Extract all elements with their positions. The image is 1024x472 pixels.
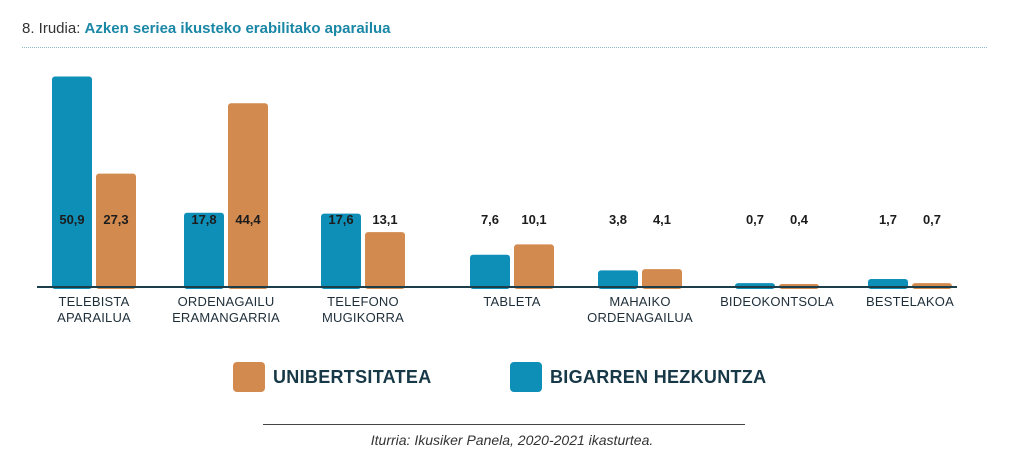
legend-swatch-unibertsitatea xyxy=(233,362,265,392)
category-label-1-1: ERAMANGARRIA xyxy=(172,310,280,325)
bar-unibertsitatea-3 xyxy=(514,244,554,289)
category-label-0-0: TELEBISTA xyxy=(59,294,130,309)
figure-title: Azken seriea ikusteko erabilitako aparai… xyxy=(84,20,391,37)
bar-bigarren-4 xyxy=(598,270,638,289)
value-labels-group: 50,9 27,3 17,8 44,4 17,6 13,1 7,6 10,1 3,8 4,1 0,7… xyxy=(59,212,941,227)
value-label-bigarren-6: 1,7 xyxy=(879,212,897,227)
value-label-unibertsitatea-6: 0,7 xyxy=(923,212,941,227)
category-label-2-0: TELEFONO xyxy=(327,294,399,309)
category-label-4-1: ORDENAGAILUA xyxy=(587,310,693,325)
legend-bigarren: BIGARREN HEZKUNTZA xyxy=(510,362,766,392)
category-label-5-0: BIDEOKONTSOLA xyxy=(720,294,834,309)
category-label-4-0: MAHAIKO xyxy=(609,294,670,309)
legend-unibertsitatea: UNIBERTSITATEA xyxy=(233,362,432,392)
value-label-unibertsitatea-4: 4,1 xyxy=(653,212,671,227)
value-label-bigarren-2: 17,6 xyxy=(328,212,353,227)
bar-unibertsitatea-4 xyxy=(642,269,682,289)
figure-number: 8. Irudia: xyxy=(22,20,81,37)
bar-chart: 50,9 27,3 17,8 44,4 17,6 13,1 7,6 10,1 3,8 4,1 0,7… xyxy=(37,76,957,325)
value-label-unibertsitatea-2: 13,1 xyxy=(372,212,397,227)
bar-unibertsitatea-0 xyxy=(96,173,136,289)
value-label-bigarren-4: 3,8 xyxy=(609,212,627,227)
category-label-1-0: ORDENAGAILU xyxy=(178,294,275,309)
bars-group xyxy=(52,76,952,290)
category-label-3-0: TABLETA xyxy=(483,294,540,309)
value-label-bigarren-5: 0,7 xyxy=(746,212,764,227)
category-label-0-1: APARAILUA xyxy=(57,310,131,325)
category-label-6-0: BESTELAKOA xyxy=(866,294,954,309)
source-divider xyxy=(263,424,745,425)
legend-label-bigarren: BIGARREN HEZKUNTZA xyxy=(550,366,767,387)
value-label-unibertsitatea-1: 44,4 xyxy=(235,212,261,227)
bar-unibertsitatea-2 xyxy=(365,232,405,289)
value-label-unibertsitatea-0: 27,3 xyxy=(103,212,128,227)
bar-bigarren-3 xyxy=(470,254,510,289)
bar-bigarren-0 xyxy=(52,76,92,290)
bar-bigarren-2 xyxy=(321,213,361,289)
legend-swatch-bigarren xyxy=(510,362,542,392)
value-label-unibertsitatea-3: 10,1 xyxy=(521,212,546,227)
value-label-bigarren-3: 7,6 xyxy=(481,212,499,227)
bar-unibertsitatea-1 xyxy=(228,103,268,290)
header-divider xyxy=(22,47,987,48)
source-note: Iturria: Ikusiker Panela, 2020-2021 ikas… xyxy=(370,432,654,448)
value-label-bigarren-0: 50,9 xyxy=(59,212,84,227)
value-label-unibertsitatea-5: 0,4 xyxy=(790,212,809,227)
category-label-2-1: MUGIKORRA xyxy=(322,310,404,325)
figure-header: 8. Irudia: Azken seriea ikusteko erabili… xyxy=(22,20,391,37)
legend-label-unibertsitatea: UNIBERTSITATEA xyxy=(273,366,432,387)
value-label-bigarren-1: 17,8 xyxy=(191,212,216,227)
bar-bigarren-1 xyxy=(184,212,224,289)
